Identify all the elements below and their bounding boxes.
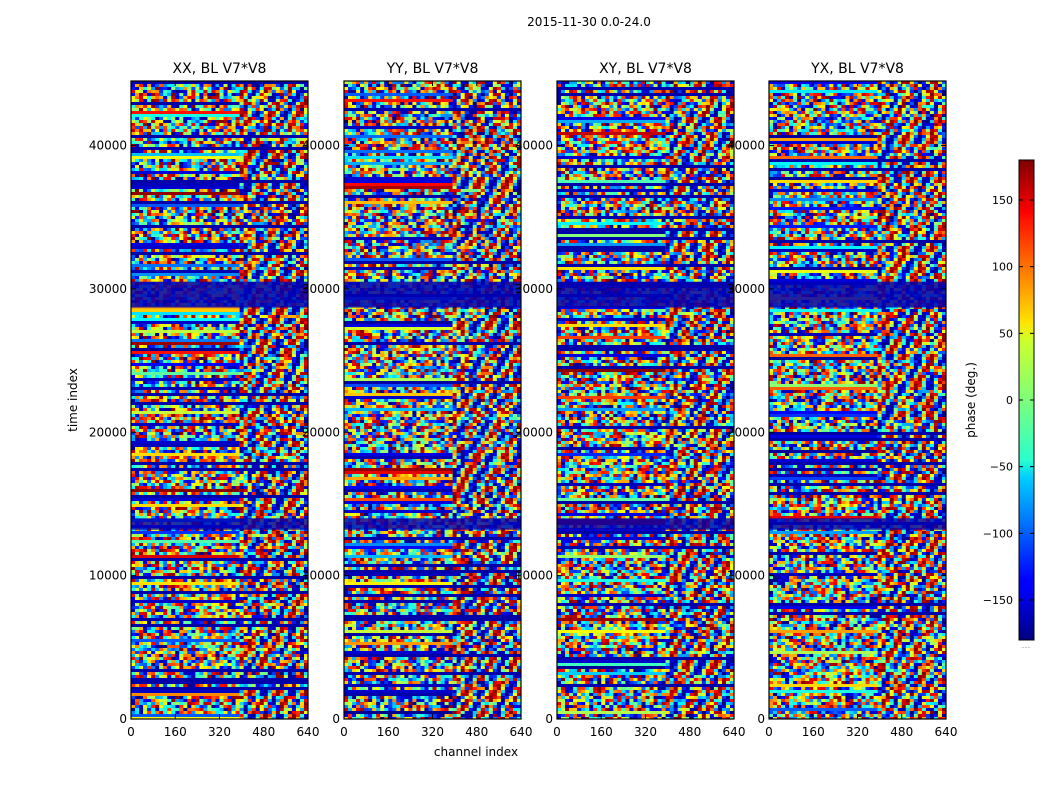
y-axis-label: time index <box>66 368 80 432</box>
y-tick-label: 10000 <box>89 569 127 583</box>
colorbar-tick-label: 0 <box>1006 394 1013 407</box>
x-tick-label: 0 <box>340 725 348 739</box>
y-tick-label: 40000 <box>515 139 553 153</box>
heatmap <box>557 81 734 719</box>
y-tick-label: 30000 <box>89 282 127 296</box>
heatmap <box>769 81 946 719</box>
x-tick-label: 320 <box>634 725 657 739</box>
suptitle: 2015-11-30 0.0-24.0 <box>527 15 651 29</box>
colorbar-label: phase (deg.) <box>964 362 978 438</box>
x-tick-label: 480 <box>678 725 701 739</box>
panel-title: XX, BL V7*V8 <box>173 61 267 77</box>
x-tick-label: 640 <box>297 725 320 739</box>
y-tick-label: 10000 <box>302 569 340 583</box>
colorbar-tick-label: −150 <box>983 594 1013 607</box>
x-tick-label: 480 <box>465 725 488 739</box>
panel-xy: XY, BL V7*V8 0 160 320 480 640 0 10000 20000 3000… <box>515 61 746 739</box>
panel-title: YX, BL V7*V8 <box>810 61 904 77</box>
y-tick-label: 0 <box>119 712 127 726</box>
heatmap <box>344 81 521 719</box>
y-tick-label: 30000 <box>515 282 553 296</box>
x-tick-label: 160 <box>590 725 613 739</box>
x-axis-label: channel index <box>434 745 518 759</box>
y-tick-label: 40000 <box>89 139 127 153</box>
colorbar-tick-label: −100 <box>983 527 1013 540</box>
heatmap <box>131 81 308 719</box>
x-tick-label: 640 <box>723 725 746 739</box>
panel-yx: YX, BL V7*V8 0 160 320 480 640 0 10000 20000 3000… <box>727 61 958 739</box>
x-tick-label: 160 <box>802 725 825 739</box>
x-tick-label: 160 <box>377 725 400 739</box>
x-tick-label: 320 <box>421 725 444 739</box>
colorbar-tick-label: −50 <box>990 461 1013 474</box>
colorbar-overflow-label: ...... <box>1021 644 1031 650</box>
y-tick-label: 20000 <box>89 425 127 439</box>
x-tick-label: 640 <box>510 725 533 739</box>
x-tick-label: 0 <box>553 725 561 739</box>
x-tick-label: 640 <box>935 725 958 739</box>
panel-xx: XX, BL V7*V8 0 160 320 480 640 0 10000 20000 3000… <box>89 61 320 739</box>
colorbar-tick-label: 150 <box>992 194 1013 207</box>
y-tick-label: 20000 <box>727 425 765 439</box>
colorbar-tick-label: 50 <box>999 327 1013 340</box>
y-tick-label: 40000 <box>727 139 765 153</box>
x-tick-label: 320 <box>208 725 231 739</box>
x-tick-label: 480 <box>252 725 275 739</box>
panel-yy: YY, BL V7*V8 0 160 320 480 640 0 10000 20000 3000… <box>302 61 533 739</box>
y-tick-label: 20000 <box>302 425 340 439</box>
colorbar-ticks: 150 100 50 0 −50 −100 −150 <box>983 194 1034 607</box>
panels-group: XX, BL V7*V8 0 160 320 480 640 0 10000 20000 3000… <box>89 61 958 739</box>
y-tick-label: 10000 <box>515 569 553 583</box>
panel-title: XY, BL V7*V8 <box>599 61 692 77</box>
x-tick-label: 160 <box>164 725 187 739</box>
y-tick-label: 0 <box>757 712 765 726</box>
y-tick-label: 40000 <box>302 139 340 153</box>
y-tick-label: 10000 <box>727 569 765 583</box>
x-tick-label: 480 <box>890 725 913 739</box>
y-tick-label: 0 <box>332 712 340 726</box>
x-tick-label: 0 <box>765 725 773 739</box>
y-tick-label: 30000 <box>727 282 765 296</box>
y-tick-label: 0 <box>545 712 553 726</box>
x-tick-label: 0 <box>127 725 135 739</box>
y-tick-label: 20000 <box>515 425 553 439</box>
colorbar-tick-label: 100 <box>992 261 1013 274</box>
x-tick-label: 320 <box>846 725 869 739</box>
y-tick-label: 30000 <box>302 282 340 296</box>
colorbar: 150 100 50 0 −50 −100 −150 phase (deg.) ...... <box>964 159 1035 650</box>
panel-title: YY, BL V7*V8 <box>386 61 479 77</box>
